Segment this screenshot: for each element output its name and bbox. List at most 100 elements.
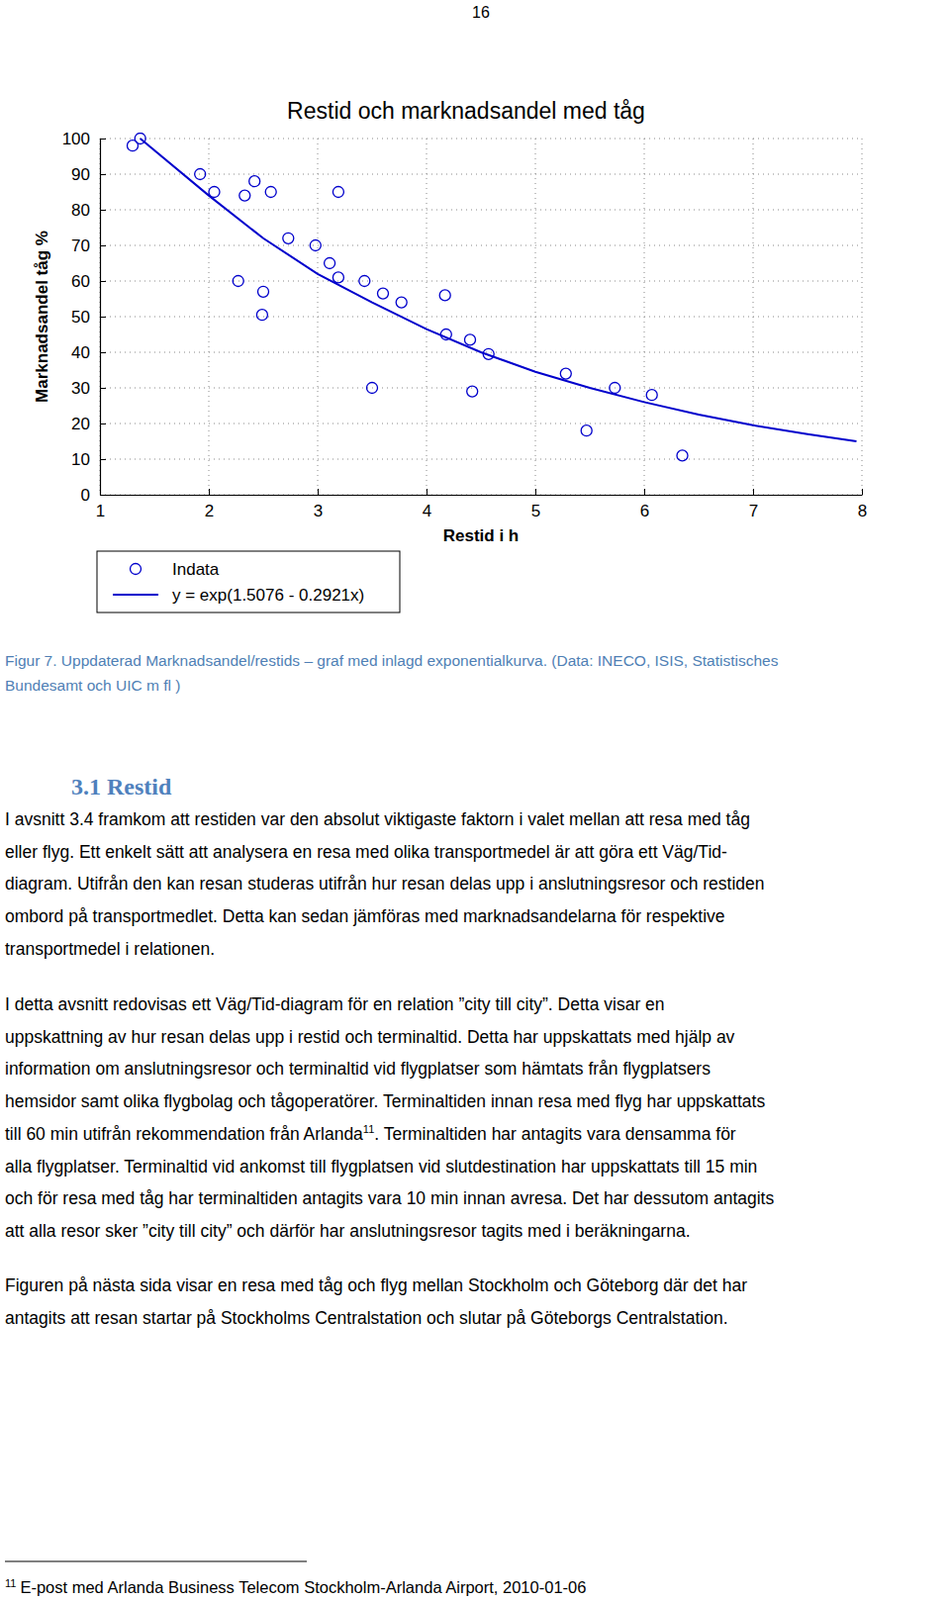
y-tick: 50 bbox=[71, 307, 106, 327]
body-text-line: eller flyg. Ett enkelt sätt att analyser… bbox=[4, 842, 728, 862]
y-tick-mark bbox=[99, 209, 106, 211]
data-point bbox=[676, 450, 688, 462]
legend-box bbox=[96, 551, 400, 613]
grid bbox=[99, 138, 862, 495]
data-point bbox=[283, 232, 294, 244]
body-text-line: information om anslutningsresor och term… bbox=[4, 1058, 711, 1079]
legend-label: Indata bbox=[172, 560, 220, 579]
data-point bbox=[232, 276, 244, 287]
body-text-line: uppskattning av hur resan delas upp i re… bbox=[4, 1027, 736, 1047]
data-point bbox=[309, 240, 321, 252]
y-grid-line bbox=[99, 174, 862, 176]
legend: Indata y = exp(1.5076 - 0.2921x) bbox=[96, 551, 400, 613]
x-axis-line bbox=[100, 494, 863, 496]
x-tick-label: 7 bbox=[749, 501, 759, 521]
y-grid-line bbox=[99, 316, 862, 318]
data-point bbox=[395, 296, 407, 308]
y-grid-line bbox=[99, 459, 862, 461]
data-point bbox=[249, 176, 261, 188]
x-tick-mark bbox=[644, 488, 646, 495]
footnote: 11E-post med Arlanda Business Telecom St… bbox=[4, 1577, 586, 1597]
footnote-number: 11 bbox=[4, 1577, 16, 1590]
x-tick: 5 bbox=[531, 488, 541, 521]
y-tick: 10 bbox=[71, 450, 106, 470]
legend-line bbox=[112, 593, 159, 596]
x-axis: 1 2 3 4 5 6 7 8 bbox=[95, 488, 867, 521]
legend-marker bbox=[130, 564, 142, 575]
page-number: 16 bbox=[472, 3, 490, 21]
y-tick-mark bbox=[99, 459, 106, 461]
y-tick-mark bbox=[99, 387, 106, 389]
y-tick-label: 40 bbox=[71, 343, 91, 363]
y-tick: 0 bbox=[81, 485, 106, 505]
x-tick-label: 3 bbox=[313, 501, 323, 521]
data-point bbox=[560, 368, 571, 380]
y-tick: 100 bbox=[62, 129, 106, 149]
data-point bbox=[258, 285, 270, 297]
y-tick-mark bbox=[99, 174, 106, 176]
data-point bbox=[378, 287, 389, 299]
y-grid-line bbox=[99, 281, 862, 283]
x-tick-label: 5 bbox=[531, 501, 541, 521]
y-tick-mark bbox=[99, 423, 106, 425]
data-point bbox=[265, 187, 277, 198]
caption: Bundesamt och UIC m fl ) bbox=[4, 676, 181, 694]
y-grid-line bbox=[99, 138, 862, 140]
body-text-line: transportmedel i relationen. bbox=[4, 939, 215, 959]
y-tick-label: 100 bbox=[62, 129, 91, 149]
y-tick-mark bbox=[99, 281, 106, 283]
legend-label: y = exp(1.5076 - 0.2921x) bbox=[172, 585, 365, 605]
x-tick-label: 1 bbox=[95, 501, 105, 521]
x-tick: 4 bbox=[422, 488, 432, 521]
fit-line bbox=[140, 138, 857, 442]
footnote-rule bbox=[4, 1561, 307, 1563]
y-tick-label: 30 bbox=[71, 379, 91, 398]
data-point bbox=[332, 187, 344, 198]
x-tick: 6 bbox=[640, 488, 650, 521]
x-tick-label: 2 bbox=[204, 501, 214, 521]
y-tick: 20 bbox=[71, 414, 106, 434]
plot-area bbox=[127, 133, 857, 462]
data-point bbox=[324, 258, 336, 270]
y-tick-label: 70 bbox=[71, 236, 91, 256]
x-tick: 8 bbox=[857, 488, 867, 521]
body-text-line: till 60 min utifrån rekommendation från … bbox=[4, 1123, 737, 1144]
x-tick-label: 8 bbox=[857, 501, 867, 521]
chart: Restid och marknadsandel med tåg 1 2 3 4 5 6 7 8… bbox=[32, 97, 867, 613]
footnote-text: E-post med Arlanda Business Telecom Stoc… bbox=[19, 1578, 586, 1597]
x-tick-label: 6 bbox=[640, 501, 650, 521]
data-point bbox=[439, 289, 451, 301]
y-tick-mark bbox=[99, 245, 106, 247]
y-tick: 80 bbox=[71, 200, 106, 220]
data-point bbox=[609, 382, 621, 394]
x-tick-mark bbox=[861, 488, 863, 495]
y-tick: 60 bbox=[71, 272, 106, 291]
x-axis-title: Restid i h bbox=[443, 526, 520, 546]
data-point bbox=[465, 334, 476, 346]
page: 16 Restid och marknadsandel med tåg 1 2 3 4 5 6… bbox=[0, 0, 950, 1600]
y-grid-line bbox=[99, 387, 862, 389]
y-tick-label: 50 bbox=[71, 307, 91, 327]
data-point bbox=[194, 169, 206, 181]
body-text-line: ombord på transportmedlet. Detta kan sed… bbox=[4, 906, 726, 927]
body-text-line: I avsnitt 3.4 framkom att restiden var d… bbox=[4, 809, 751, 830]
data-point bbox=[256, 309, 268, 321]
data-point bbox=[580, 425, 592, 437]
x-tick-label: 4 bbox=[422, 501, 432, 521]
x-tick-mark bbox=[317, 488, 319, 495]
y-grid-line bbox=[99, 494, 862, 496]
data-point bbox=[646, 389, 658, 401]
chart-title: Restid och marknadsandel med tåg bbox=[286, 97, 646, 124]
body-text-line: I detta avsnitt redovisas ett Väg/Tid-di… bbox=[4, 994, 665, 1015]
y-tick-label: 20 bbox=[71, 414, 91, 434]
y-tick-mark bbox=[99, 494, 106, 496]
y-tick: 70 bbox=[71, 236, 106, 256]
y-tick-mark bbox=[99, 316, 106, 318]
data-point bbox=[467, 385, 478, 397]
x-tick-mark bbox=[753, 488, 755, 495]
x-tick-mark bbox=[535, 488, 537, 495]
body-text-line: hemsidor samt olika flygbolag och tågope… bbox=[4, 1091, 765, 1112]
data-point bbox=[367, 382, 379, 394]
body-text-line: och för resa med tåg har terminaltiden a… bbox=[4, 1188, 774, 1209]
body-text-line: Figuren på nästa sida visar en resa med … bbox=[4, 1275, 748, 1296]
